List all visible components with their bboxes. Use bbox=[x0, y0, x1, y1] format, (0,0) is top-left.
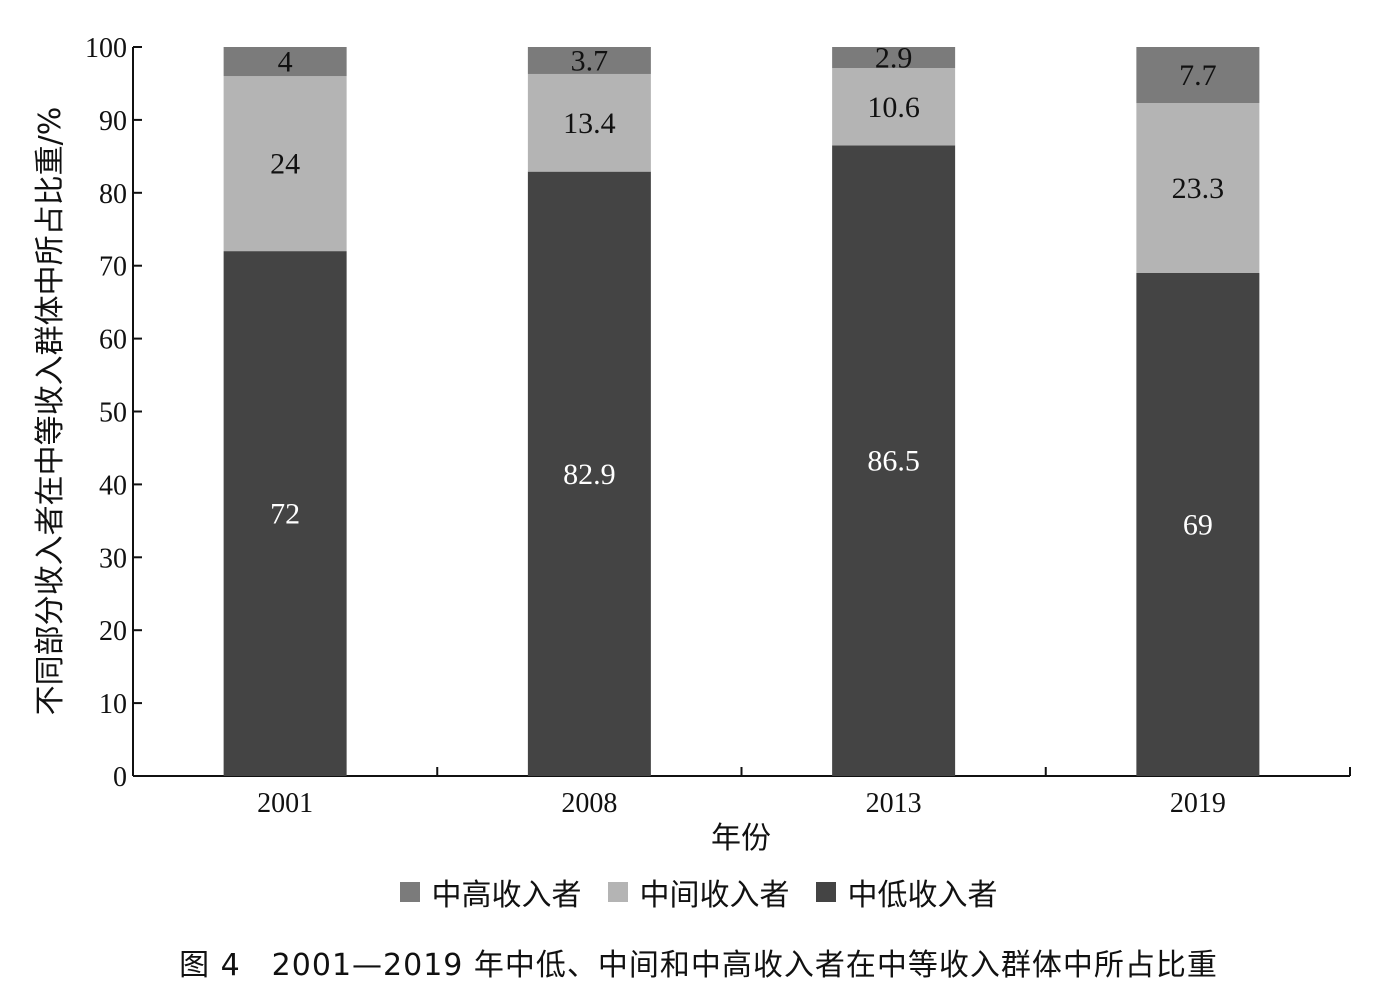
y-tick-label: 80 bbox=[99, 179, 127, 210]
data-label: 82.9 bbox=[563, 458, 616, 491]
data-label: 4 bbox=[278, 46, 293, 79]
data-label: 13.4 bbox=[563, 107, 616, 140]
data-label: 3.7 bbox=[571, 44, 609, 77]
legend-swatch bbox=[816, 882, 836, 902]
figure-caption: 图 4 2001—2019 年中低、中间和中高收入者在中等收入群体中所占比重 bbox=[0, 940, 1397, 984]
bar-group-2019: 69 23.3 7.7 bbox=[1136, 47, 1259, 776]
legend-item: 中间收入者 bbox=[608, 870, 790, 914]
bar-group-2001: 72 24 4 bbox=[224, 46, 347, 776]
data-label: 72 bbox=[270, 498, 300, 531]
y-tick-label: 10 bbox=[99, 689, 127, 720]
bar-group-2013: 86.5 10.6 2.9 bbox=[832, 42, 955, 776]
x-tick-label: 2013 bbox=[866, 788, 922, 819]
y-tick-label: 90 bbox=[99, 106, 127, 137]
x-tick-label: 2001 bbox=[257, 788, 313, 819]
legend-label: 中低收入者 bbox=[848, 870, 998, 914]
data-label: 23.3 bbox=[1172, 172, 1225, 205]
y-tick-label: 40 bbox=[99, 470, 127, 501]
legend-label: 中间收入者 bbox=[640, 870, 790, 914]
x-tick-label: 2019 bbox=[1170, 788, 1226, 819]
legend-swatch bbox=[400, 882, 420, 902]
y-tick-label: 0 bbox=[113, 762, 127, 793]
x-tick-label: 2008 bbox=[561, 788, 617, 819]
legend-item: 中低收入者 bbox=[816, 870, 998, 914]
data-label: 7.7 bbox=[1179, 59, 1217, 92]
y-tick-label: 30 bbox=[99, 543, 127, 574]
y-tick-label: 100 bbox=[85, 33, 127, 64]
x-axis-title: 年份 bbox=[711, 821, 771, 856]
y-tick-label: 70 bbox=[99, 252, 127, 283]
legend: 中高收入者 中间收入者 中低收入者 bbox=[0, 868, 1397, 916]
legend-swatch bbox=[608, 882, 628, 902]
data-label: 86.5 bbox=[867, 445, 920, 478]
y-tick-label: 20 bbox=[99, 616, 127, 647]
y-tick-label: 50 bbox=[99, 398, 127, 429]
bars: 72 24 4 82.9 13.4 3.7 86.5 10.6 2.9 69 23.3 7.7 bbox=[224, 42, 1260, 776]
y-tick-label: 60 bbox=[99, 325, 127, 356]
y-axis: 0 10 20 30 40 50 60 70 80 90 100 bbox=[85, 33, 142, 793]
bar-group-2008: 82.9 13.4 3.7 bbox=[528, 44, 651, 776]
data-label: 69 bbox=[1183, 508, 1213, 541]
legend-item: 中高收入者 bbox=[400, 870, 582, 914]
data-label: 24 bbox=[270, 148, 300, 181]
data-label: 2.9 bbox=[875, 42, 913, 75]
legend-label: 中高收入者 bbox=[432, 870, 582, 914]
data-label: 10.6 bbox=[867, 91, 920, 124]
y-axis-title: 不同部分收入者在中等收入群体中所占比重/% bbox=[33, 107, 68, 716]
